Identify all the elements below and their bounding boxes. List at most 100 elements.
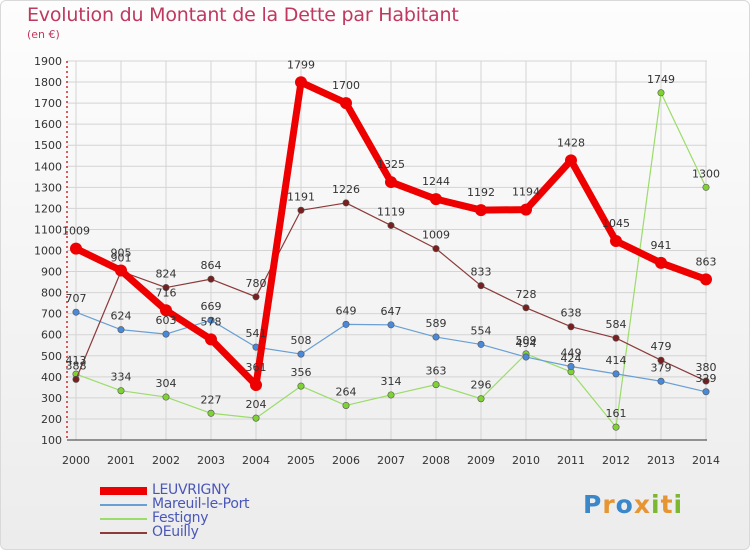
logo-letter: t bbox=[660, 490, 674, 519]
legend-swatch bbox=[100, 532, 147, 534]
marker-point bbox=[387, 391, 395, 399]
marker-point bbox=[342, 401, 350, 409]
marker-leuvrigny bbox=[70, 242, 82, 255]
data-label: 264 bbox=[336, 385, 357, 398]
marker-point bbox=[297, 206, 305, 214]
marker-point bbox=[72, 375, 80, 383]
data-label: 638 bbox=[561, 307, 582, 320]
x-tick-label: 2009 bbox=[467, 454, 495, 467]
x-tick-label: 2006 bbox=[332, 454, 360, 467]
marker-point bbox=[207, 409, 215, 417]
x-tick-label: 2004 bbox=[242, 454, 270, 467]
y-tick-label: 500 bbox=[41, 350, 62, 363]
data-label: 1300 bbox=[692, 167, 720, 180]
marker-point bbox=[522, 304, 530, 312]
marker-leuvrigny bbox=[655, 256, 667, 269]
y-tick-label: 1200 bbox=[34, 202, 62, 215]
data-label: 824 bbox=[156, 268, 177, 281]
marker-leuvrigny bbox=[610, 235, 622, 248]
marker-point bbox=[477, 282, 485, 290]
data-label: 716 bbox=[156, 286, 177, 299]
data-label: 905 bbox=[111, 247, 132, 260]
y-tick-label: 400 bbox=[41, 371, 62, 384]
y-tick-label: 700 bbox=[41, 308, 62, 321]
marker-point bbox=[702, 388, 710, 396]
x-tick-label: 2001 bbox=[107, 454, 135, 467]
logo-letter: r bbox=[602, 490, 616, 519]
data-label: 707 bbox=[66, 292, 87, 305]
y-tick-label: 1400 bbox=[34, 160, 62, 173]
data-label: 584 bbox=[606, 318, 627, 331]
y-tick-label: 1600 bbox=[34, 118, 62, 131]
x-tick-label: 2003 bbox=[197, 454, 225, 467]
marker-point bbox=[702, 377, 710, 385]
legend-label: Festigny bbox=[152, 510, 209, 526]
marker-point bbox=[657, 377, 665, 385]
data-label: 863 bbox=[696, 255, 717, 268]
data-label: 161 bbox=[606, 407, 627, 420]
marker-leuvrigny bbox=[700, 273, 712, 286]
data-label: 304 bbox=[156, 377, 177, 390]
marker-point bbox=[72, 308, 80, 316]
marker-point bbox=[477, 340, 485, 348]
data-label: 334 bbox=[111, 371, 132, 384]
data-label: 1009 bbox=[62, 225, 90, 238]
data-label: 1191 bbox=[287, 190, 315, 203]
x-tick-label: 2000 bbox=[62, 454, 90, 467]
data-label: 941 bbox=[651, 239, 672, 252]
marker-point bbox=[252, 293, 260, 301]
y-tick-label: 1500 bbox=[34, 139, 62, 152]
legend-swatch bbox=[100, 487, 147, 495]
marker-point bbox=[477, 395, 485, 403]
data-label: 1428 bbox=[557, 136, 585, 149]
marker-point bbox=[207, 316, 215, 324]
y-tick-label: 600 bbox=[41, 329, 62, 342]
chart-unit: (en €) bbox=[27, 28, 60, 41]
marker-point bbox=[297, 382, 305, 390]
x-tick-label: 2013 bbox=[647, 454, 675, 467]
marker-point bbox=[432, 245, 440, 253]
y-tick-label: 1300 bbox=[34, 181, 62, 194]
marker-leuvrigny bbox=[205, 333, 217, 346]
data-label: 380 bbox=[696, 361, 717, 374]
y-tick-label: 800 bbox=[41, 287, 62, 300]
marker-point bbox=[162, 393, 170, 401]
y-tick-label: 900 bbox=[41, 266, 62, 279]
logo-letter: i bbox=[673, 490, 684, 519]
logo-letter: P bbox=[583, 490, 603, 519]
marker-leuvrigny bbox=[565, 154, 577, 167]
data-label: 424 bbox=[561, 352, 582, 365]
data-label: 647 bbox=[381, 305, 402, 318]
legend-label: LEUVRIGNY bbox=[152, 482, 230, 498]
marker-point bbox=[522, 353, 530, 361]
data-labels: 1009 905 716 578 361 1799 1700 1325 1244 1192 1194… bbox=[62, 58, 720, 420]
x-tick-label: 2002 bbox=[152, 454, 180, 467]
data-label: 589 bbox=[426, 317, 447, 330]
marker-point bbox=[252, 414, 260, 422]
data-label: 1244 bbox=[422, 175, 450, 188]
data-label: 296 bbox=[471, 379, 492, 392]
legend-swatch bbox=[100, 504, 147, 506]
marker-point bbox=[702, 183, 710, 191]
y-tick-label: 100 bbox=[41, 434, 62, 447]
data-label: 414 bbox=[606, 354, 627, 367]
x-tick-label: 2005 bbox=[287, 454, 315, 467]
data-label: 509 bbox=[516, 334, 537, 347]
proxiti-logo: Proxiti bbox=[583, 490, 683, 519]
marker-leuvrigny bbox=[340, 97, 352, 110]
data-label: 901 bbox=[111, 251, 132, 264]
y-tick-label: 1100 bbox=[34, 223, 62, 236]
data-label: 508 bbox=[291, 334, 312, 347]
data-label: 554 bbox=[471, 324, 492, 337]
marker-point bbox=[612, 334, 620, 342]
marker-leuvrigny bbox=[115, 264, 127, 277]
marker-point bbox=[297, 350, 305, 358]
y-tick-label: 300 bbox=[41, 392, 62, 405]
marker-point bbox=[162, 330, 170, 338]
data-label: 1700 bbox=[332, 79, 360, 92]
data-label: 833 bbox=[471, 266, 492, 279]
data-label: 1009 bbox=[422, 229, 450, 242]
marker-leuvrigny bbox=[430, 193, 442, 206]
data-label: 1194 bbox=[512, 186, 540, 199]
